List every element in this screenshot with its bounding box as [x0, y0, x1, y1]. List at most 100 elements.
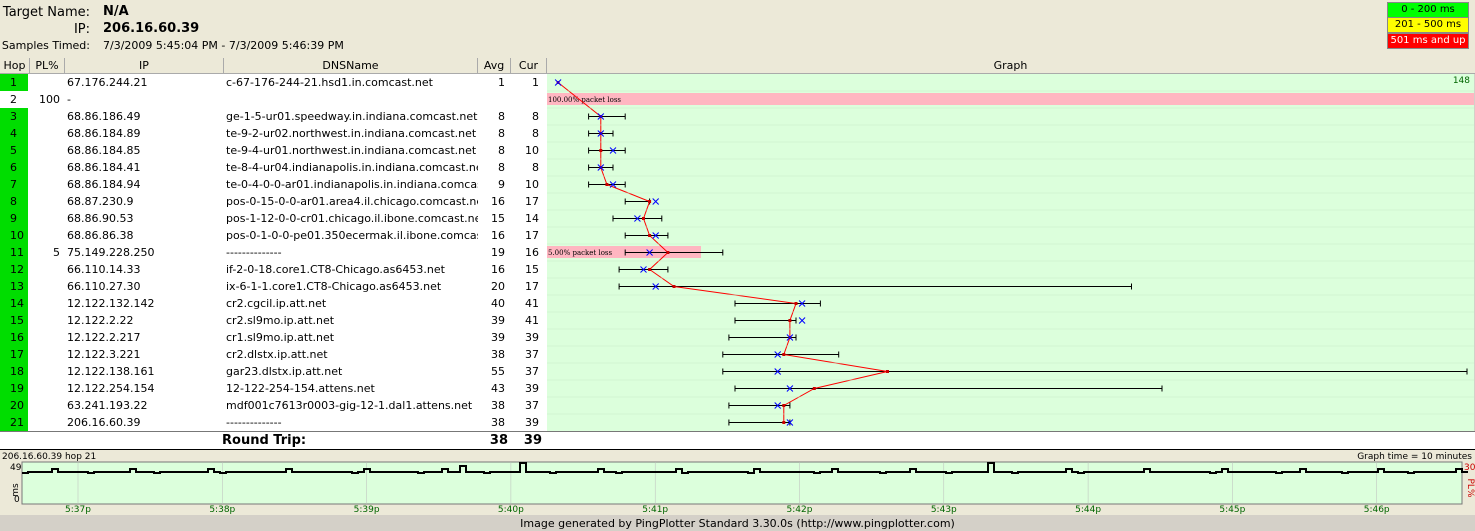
column-cur[interactable]: Cur	[511, 58, 547, 73]
time-tick-label: 5:45p	[1219, 505, 1245, 515]
dns-name: c-67-176-244-21.hsd1.in.comcast.net	[226, 76, 433, 89]
hop-row[interactable]: 4 68.86.184.89 te-9-2-ur02.northwest.in.in…	[0, 125, 547, 142]
hop-row[interactable]: 20 63.241.193.22 mdf001c7613r0003-gig-12-1…	[0, 397, 547, 414]
cur-marker	[774, 351, 782, 358]
packet-loss	[30, 142, 60, 159]
time-tick-label: 5:44p	[1075, 505, 1101, 515]
cur-latency: 10	[525, 144, 539, 157]
packet-loss	[30, 397, 60, 414]
cur-marker	[597, 130, 605, 137]
cur-marker	[774, 402, 782, 409]
hop-row[interactable]: 11 5 75.149.228.250 -------------- 19 16	[0, 244, 547, 261]
hop-row[interactable]: 9 68.86.90.53 pos-1-12-0-0-cr01.chicago.il…	[0, 210, 547, 227]
graph-scale-label: 148	[1453, 76, 1470, 86]
hop-row[interactable]: 12 66.110.14.33 if-2-0-18.core1.CT8-Chicag…	[0, 261, 547, 278]
cur-latency: 1	[532, 76, 539, 89]
packet-loss	[30, 227, 60, 244]
legend-high: 501 ms and up	[1387, 33, 1469, 49]
dns-name: --------------	[226, 416, 282, 429]
avg-latency: 43	[491, 382, 505, 395]
hop-row[interactable]: 18 12.122.138.161 gar23.dlstx.ip.att.net 55…	[0, 363, 547, 380]
avg-point	[648, 234, 652, 237]
hop-row[interactable]: 21 206.16.60.39 -------------- 38 39	[0, 414, 547, 431]
column-ip[interactable]: IP	[65, 58, 224, 73]
cur-marker	[798, 317, 806, 324]
avg-point	[886, 370, 889, 373]
y-axis-unit: ms	[11, 483, 21, 497]
time-tick-label: 5:46p	[1364, 505, 1390, 515]
latency-history-line	[22, 462, 1468, 474]
cur-marker	[798, 300, 806, 307]
cur-latency: 17	[525, 280, 539, 293]
y-axis-zero-label: 0	[14, 495, 20, 505]
pl-axis-top-label: 30	[1464, 463, 1475, 473]
ip-address: -	[67, 93, 71, 106]
samples-value: 7/3/2009 5:45:04 PM - 7/3/2009 5:46:39 P…	[103, 39, 344, 52]
hop-row[interactable]: 2 100-	[0, 91, 547, 108]
ip-address: 12.122.2.22	[67, 314, 134, 327]
column-dns[interactable]: DNSName	[224, 58, 478, 73]
hop-row[interactable]: 10 68.86.86.38 pos-0-1-0-0-pe01.350ecermak…	[0, 227, 547, 244]
footer-credit: Image generated by PingPlotter Standard …	[520, 517, 955, 530]
column-pl[interactable]: PL%	[30, 58, 65, 73]
avg-point	[648, 268, 652, 271]
ip-label: IP:	[73, 22, 90, 37]
column-avg[interactable]: Avg	[478, 58, 511, 73]
packet-loss	[30, 329, 60, 346]
column-hop[interactable]: Hop	[0, 58, 30, 73]
ip-address: 66.110.14.33	[67, 263, 141, 276]
cur-marker-stroke	[786, 385, 794, 392]
roundtrip-avg: 38	[489, 433, 508, 448]
avg-point	[782, 404, 786, 407]
ip-address: 68.86.186.49	[67, 110, 141, 123]
cur-marker-stroke	[786, 334, 794, 341]
hop-row[interactable]: 8 68.87.230.9 pos-0-15-0-0-ar01.area4.il.c…	[0, 193, 547, 210]
hop-row[interactable]: 5 68.86.184.85 te-9-4-ur01.northwest.in.in…	[0, 142, 547, 159]
dns-name: cr2.dlstx.ip.att.net	[226, 348, 328, 361]
hop-row[interactable]: 15 12.122.2.22 cr2.sl9mo.ip.att.net 39 41	[0, 312, 547, 329]
ip-address: 12.122.132.142	[67, 297, 155, 310]
cur-marker-stroke	[652, 232, 660, 239]
ip-address: 68.86.184.41	[67, 161, 141, 174]
packet-loss	[30, 210, 60, 227]
trace-graph[interactable]: 148 100.00% packet loss 5.00% packet loss	[547, 74, 1474, 431]
hop-row[interactable]: 14 12.122.132.142 cr2.cgcil.ip.att.net 40 41	[0, 295, 547, 312]
hop-number: 7	[0, 176, 28, 193]
target-header: Target Name: N/A IP: 206.16.60.39 20 Sam…	[0, 0, 1475, 59]
packet-loss-band	[547, 93, 1474, 105]
cur-latency: 8	[532, 161, 539, 174]
roundtrip-cur: 39	[523, 433, 542, 448]
cur-marker	[652, 283, 660, 290]
cur-marker-stroke	[634, 215, 641, 222]
hop-row[interactable]: 6 68.86.184.41 te-8-4-ur04.indianapolis.in…	[0, 159, 547, 176]
ip-value: 206.16.60.39	[103, 21, 200, 36]
hop-row[interactable]: 16 12.122.2.217 cr1.sl9mo.ip.att.net 39 39	[0, 329, 547, 346]
hop-row[interactable]: 7 68.86.184.94 te-0-4-0-0-ar01.indianapoli…	[0, 176, 547, 193]
packet-loss	[30, 295, 60, 312]
hop-number: 18	[0, 363, 28, 380]
hop-row[interactable]: 13 66.110.27.30 ix-6-1-1.core1.CT8-Chicago…	[0, 278, 547, 295]
ip-address: 12.122.254.154	[67, 382, 155, 395]
cur-latency: 15	[525, 263, 539, 276]
ip-address: 68.86.184.94	[67, 178, 141, 191]
hop-number: 15	[0, 312, 28, 329]
time-graph[interactable]: 206.16.60.39 hop 21 Graph time = 10 minut…	[0, 450, 1475, 515]
dns-name: 12-122-254-154.attens.net	[226, 382, 375, 395]
hop-number: 9	[0, 210, 28, 227]
hop-row[interactable]: 19 12.122.254.154 12-122-254-154.attens.ne…	[0, 380, 547, 397]
timeline-graph-time: Graph time = 10 minutes	[1357, 452, 1472, 462]
cur-marker	[786, 334, 794, 341]
hop-row[interactable]: 1 67.176.244.21 c-67-176-244-21.hsd1.in.co…	[0, 74, 547, 91]
avg-latency: 16	[491, 195, 505, 208]
column-graph[interactable]: Graph	[993, 59, 1028, 72]
avg-latency: 19	[491, 246, 505, 259]
hop-row[interactable]: 17 12.122.3.221 cr2.dlstx.ip.att.net 38 37	[0, 346, 547, 363]
hop-number: 10	[0, 227, 28, 244]
avg-point	[794, 302, 798, 305]
avg-latency: 15	[491, 212, 505, 225]
hop-number: 20	[0, 397, 28, 414]
hop-row[interactable]: 3 68.86.186.49 ge-1-5-ur01.speedway.in.ind…	[0, 108, 547, 125]
dns-name: ix-6-1-1.core1.CT8-Chicago.as6453.net	[226, 280, 442, 293]
cur-latency: 41	[525, 314, 539, 327]
cur-marker	[609, 181, 617, 188]
